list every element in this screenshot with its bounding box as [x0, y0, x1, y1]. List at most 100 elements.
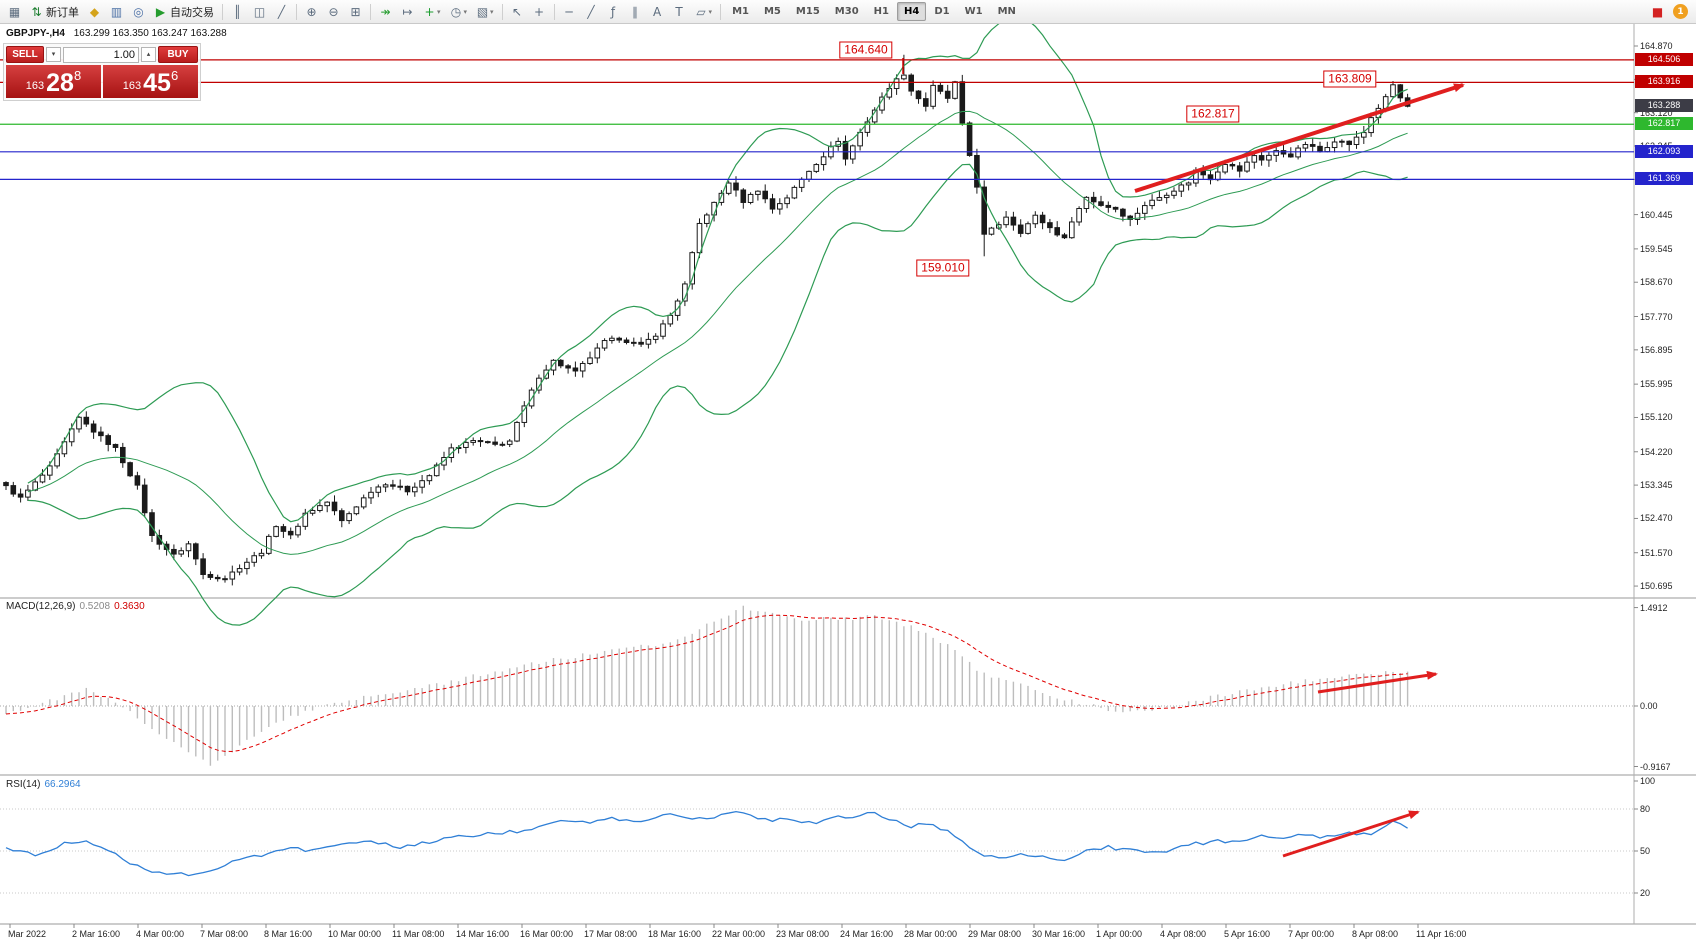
candles	[3, 54, 1411, 586]
shapes-button[interactable]: ▱ ▾	[691, 2, 717, 22]
text-button[interactable]: A	[647, 2, 668, 22]
sell-price-prefix: 163	[25, 80, 45, 92]
main-trend-arrow[interactable]	[1134, 83, 1465, 193]
buy-price-pip: 6	[170, 68, 179, 83]
rsi-line	[5, 810, 1408, 877]
chart-window-icon[interactable]: ▦	[4, 2, 25, 22]
crosshair-button[interactable]: +	[529, 2, 550, 22]
metaeditor-button[interactable]: ◆	[84, 2, 105, 22]
template-icon: ▧	[476, 4, 489, 19]
channel-icon: ∥	[632, 4, 639, 19]
text-icon: A	[652, 4, 662, 19]
timeframe-d1[interactable]: D1	[934, 6, 950, 17]
bar-chart-button[interactable]: ║	[227, 2, 248, 22]
macd-histogram	[5, 605, 1409, 766]
tile-windows-icon: ⊞	[350, 4, 361, 19]
timeframe-w1[interactable]: W1	[964, 6, 983, 17]
cursor-icon: ↖	[512, 4, 523, 19]
crosshair-icon: +	[534, 4, 545, 19]
clock-icon: ◷	[450, 4, 462, 19]
autotrading-button-label: 自动交易	[170, 5, 214, 19]
zoom-out-icon: ⊖	[328, 4, 339, 19]
toolbar: ▦ ⇅ 新订单 ◆ ▥ ◎ ▶ 自动交易 ║ ◫ ╱ ⊕ ⊖ ⊞ ↠ ↦ + ▾ ◷ ▾ ▧ ▾ ↖ + ─ ╱ ƒ ∥ A T ▱ ▾ M1 M…	[0, 0, 1696, 24]
timeframe-h1[interactable]: H1	[873, 6, 889, 17]
sell-price-pip: 8	[73, 68, 82, 83]
buy-price-prefix: 163	[122, 80, 142, 92]
periods-button[interactable]: ◷ ▾	[446, 2, 472, 22]
timeframe-m30[interactable]: M30	[834, 6, 859, 17]
navigator-icon: ◎	[133, 4, 144, 19]
fibonacci-icon: ƒ	[610, 4, 616, 19]
auto-scroll-button[interactable]: ↠	[375, 2, 396, 22]
sell-price-big: 28	[46, 69, 74, 97]
candlestick-chart-icon: ◫	[253, 4, 266, 19]
timeframe-m1[interactable]: M1	[732, 6, 749, 17]
toolbar-separator	[720, 3, 722, 20]
fibonacci-button[interactable]: ƒ	[603, 2, 624, 22]
caret-down-icon: ▾	[708, 7, 713, 16]
bollinger-bands	[27, 16, 1408, 626]
line-chart-button[interactable]: ╱	[271, 2, 292, 22]
tile-windows-button[interactable]: ⊞	[345, 2, 366, 22]
add-indicator-icon: +	[424, 4, 435, 19]
zoom-in-button[interactable]: ⊕	[301, 2, 322, 22]
shapes-icon: ▱	[696, 4, 706, 19]
timeframe-m5[interactable]: M5	[763, 6, 781, 17]
auto-scroll-icon: ↠	[380, 4, 391, 19]
bar-chart-icon: ║	[233, 4, 242, 19]
timeframe-h4[interactable]: H4	[896, 2, 927, 21]
trendline-icon: ╱	[587, 4, 595, 19]
timeframe-m15[interactable]: M15	[795, 6, 820, 17]
stop-button[interactable]: ■	[1647, 2, 1668, 22]
caret-down-icon: ▾	[437, 7, 441, 16]
horizontal-line-icon: ─	[565, 4, 573, 19]
rsi-trend-arrow[interactable]	[1282, 810, 1420, 858]
one-click-trading-panel: SELL ▾ ▴ BUY 163 28 8 163 45 6	[3, 43, 201, 101]
stop-icon: ■	[1651, 4, 1664, 19]
toolbar-separator	[222, 3, 223, 20]
caret-down-icon: ▾	[490, 7, 494, 16]
chart-shift-button[interactable]: ↦	[397, 2, 418, 22]
new-order-button[interactable]: ⇅ 新订单	[26, 2, 83, 22]
horizontal-line-button[interactable]: ─	[559, 2, 580, 22]
sell-button[interactable]: SELL	[6, 46, 44, 63]
buy-price-box[interactable]: 163 45 6	[103, 65, 198, 98]
volume-decrease-button[interactable]: ▾	[46, 47, 61, 62]
volume-input[interactable]	[63, 46, 139, 63]
market-watch-button[interactable]: ▥	[106, 2, 127, 22]
label-button[interactable]: T	[669, 2, 690, 22]
chart-shift-icon: ↦	[402, 4, 413, 19]
trade-panel-controls: SELL ▾ ▴ BUY	[6, 46, 198, 63]
market-watch-icon: ▥	[110, 4, 123, 19]
toolbar-separator	[370, 3, 371, 20]
toolbar-separator	[296, 3, 297, 20]
toolbar-separator	[501, 3, 503, 20]
trendline-button[interactable]: ╱	[581, 2, 602, 22]
macd-signal-line	[5, 614, 1408, 753]
line-chart-icon: ╱	[277, 4, 286, 19]
sell-price-box[interactable]: 163 28 8	[6, 65, 101, 98]
autotrading-icon: ▶	[155, 4, 166, 19]
candlestick-chart-button[interactable]: ◫	[249, 2, 270, 22]
chart-window-icon: ▦	[8, 4, 21, 19]
volume-increase-button[interactable]: ▴	[141, 47, 156, 62]
templates-button[interactable]: ▧ ▾	[472, 2, 498, 22]
buy-button[interactable]: BUY	[158, 46, 198, 63]
toolbar-separator	[553, 3, 555, 20]
metaeditor-icon: ◆	[89, 4, 100, 19]
caret-down-icon: ▾	[463, 7, 468, 16]
timeframe-mn[interactable]: MN	[997, 6, 1016, 17]
macd-trend-arrow[interactable]	[1317, 670, 1438, 694]
cursor-button[interactable]: ↖	[507, 2, 528, 22]
new-order-button-label: 新订单	[46, 5, 79, 19]
channel-button[interactable]: ∥	[625, 2, 646, 22]
indicators-button[interactable]: + ▾	[419, 2, 445, 22]
navigator-button[interactable]: ◎	[128, 2, 149, 22]
zoom-out-button[interactable]: ⊖	[323, 2, 344, 22]
autotrading-button[interactable]: ▶ 自动交易	[150, 2, 218, 22]
zoom-in-icon: ⊕	[306, 4, 317, 19]
label-icon: T	[675, 4, 683, 19]
notification-badge[interactable]: 1	[1673, 4, 1688, 19]
